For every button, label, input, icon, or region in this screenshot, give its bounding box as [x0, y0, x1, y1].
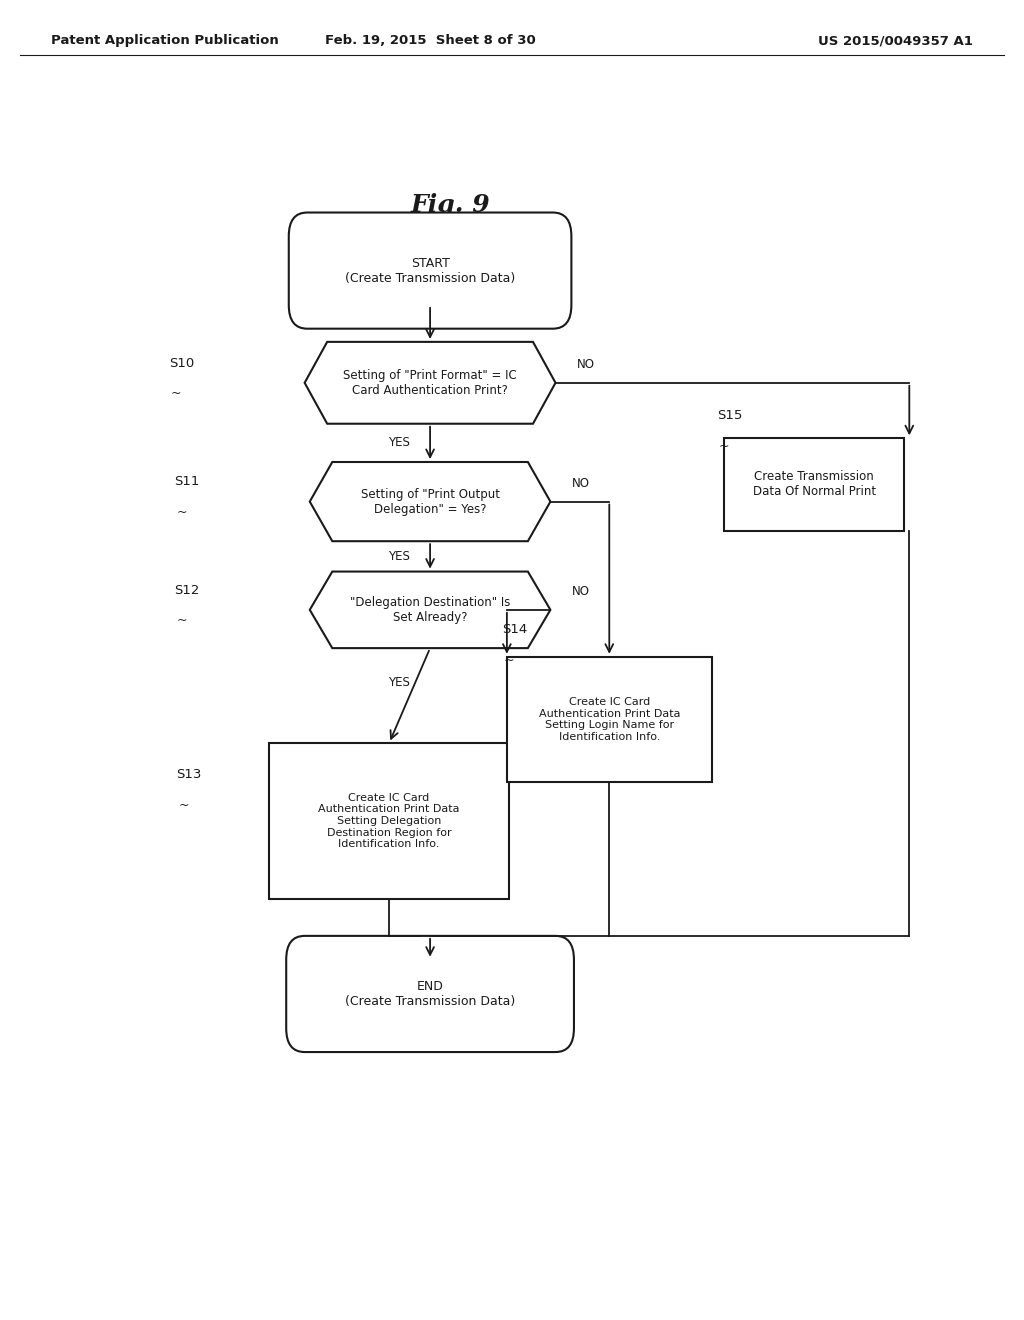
Text: NO: NO — [578, 358, 595, 371]
Text: "Delegation Destination" Is
Set Already?: "Delegation Destination" Is Set Already? — [350, 595, 510, 624]
Bar — [268, 743, 510, 899]
FancyBboxPatch shape — [286, 936, 573, 1052]
Text: S15: S15 — [717, 409, 742, 422]
Text: Setting of "Print Format" = IC
Card Authentication Print?: Setting of "Print Format" = IC Card Auth… — [343, 368, 517, 397]
FancyBboxPatch shape — [289, 213, 571, 329]
Polygon shape — [309, 462, 551, 541]
Text: ~: ~ — [171, 387, 181, 400]
Text: YES: YES — [388, 676, 411, 689]
Text: ~: ~ — [504, 653, 514, 667]
Polygon shape — [305, 342, 555, 424]
Text: ~: ~ — [176, 506, 186, 519]
Text: NO: NO — [572, 585, 590, 598]
Text: ~: ~ — [719, 440, 729, 453]
Text: Setting of "Print Output
Delegation" = Yes?: Setting of "Print Output Delegation" = Y… — [360, 487, 500, 516]
Text: US 2015/0049357 A1: US 2015/0049357 A1 — [818, 34, 973, 48]
Polygon shape — [309, 572, 551, 648]
Text: Patent Application Publication: Patent Application Publication — [51, 34, 279, 48]
Text: S10: S10 — [169, 356, 195, 370]
Text: S11: S11 — [174, 475, 200, 488]
Text: Create IC Card
Authentication Print Data
Setting Login Name for
Identification I: Create IC Card Authentication Print Data… — [539, 697, 680, 742]
Text: S12: S12 — [174, 583, 200, 597]
Text: Feb. 19, 2015  Sheet 8 of 30: Feb. 19, 2015 Sheet 8 of 30 — [325, 34, 536, 48]
Text: YES: YES — [388, 550, 411, 562]
Text: S13: S13 — [176, 768, 202, 781]
Text: NO: NO — [572, 477, 590, 490]
Text: Fig. 9: Fig. 9 — [411, 193, 490, 216]
Text: START
(Create Transmission Data): START (Create Transmission Data) — [345, 256, 515, 285]
Text: ~: ~ — [178, 799, 188, 812]
Text: S14: S14 — [502, 623, 527, 636]
Bar — [725, 438, 904, 531]
Bar — [507, 656, 712, 781]
Text: Create IC Card
Authentication Print Data
Setting Delegation
Destination Region f: Create IC Card Authentication Print Data… — [318, 793, 460, 849]
Text: ~: ~ — [176, 614, 186, 627]
Text: YES: YES — [388, 437, 411, 449]
Text: END
(Create Transmission Data): END (Create Transmission Data) — [345, 979, 515, 1008]
Text: Create Transmission
Data Of Normal Print: Create Transmission Data Of Normal Print — [753, 470, 876, 499]
